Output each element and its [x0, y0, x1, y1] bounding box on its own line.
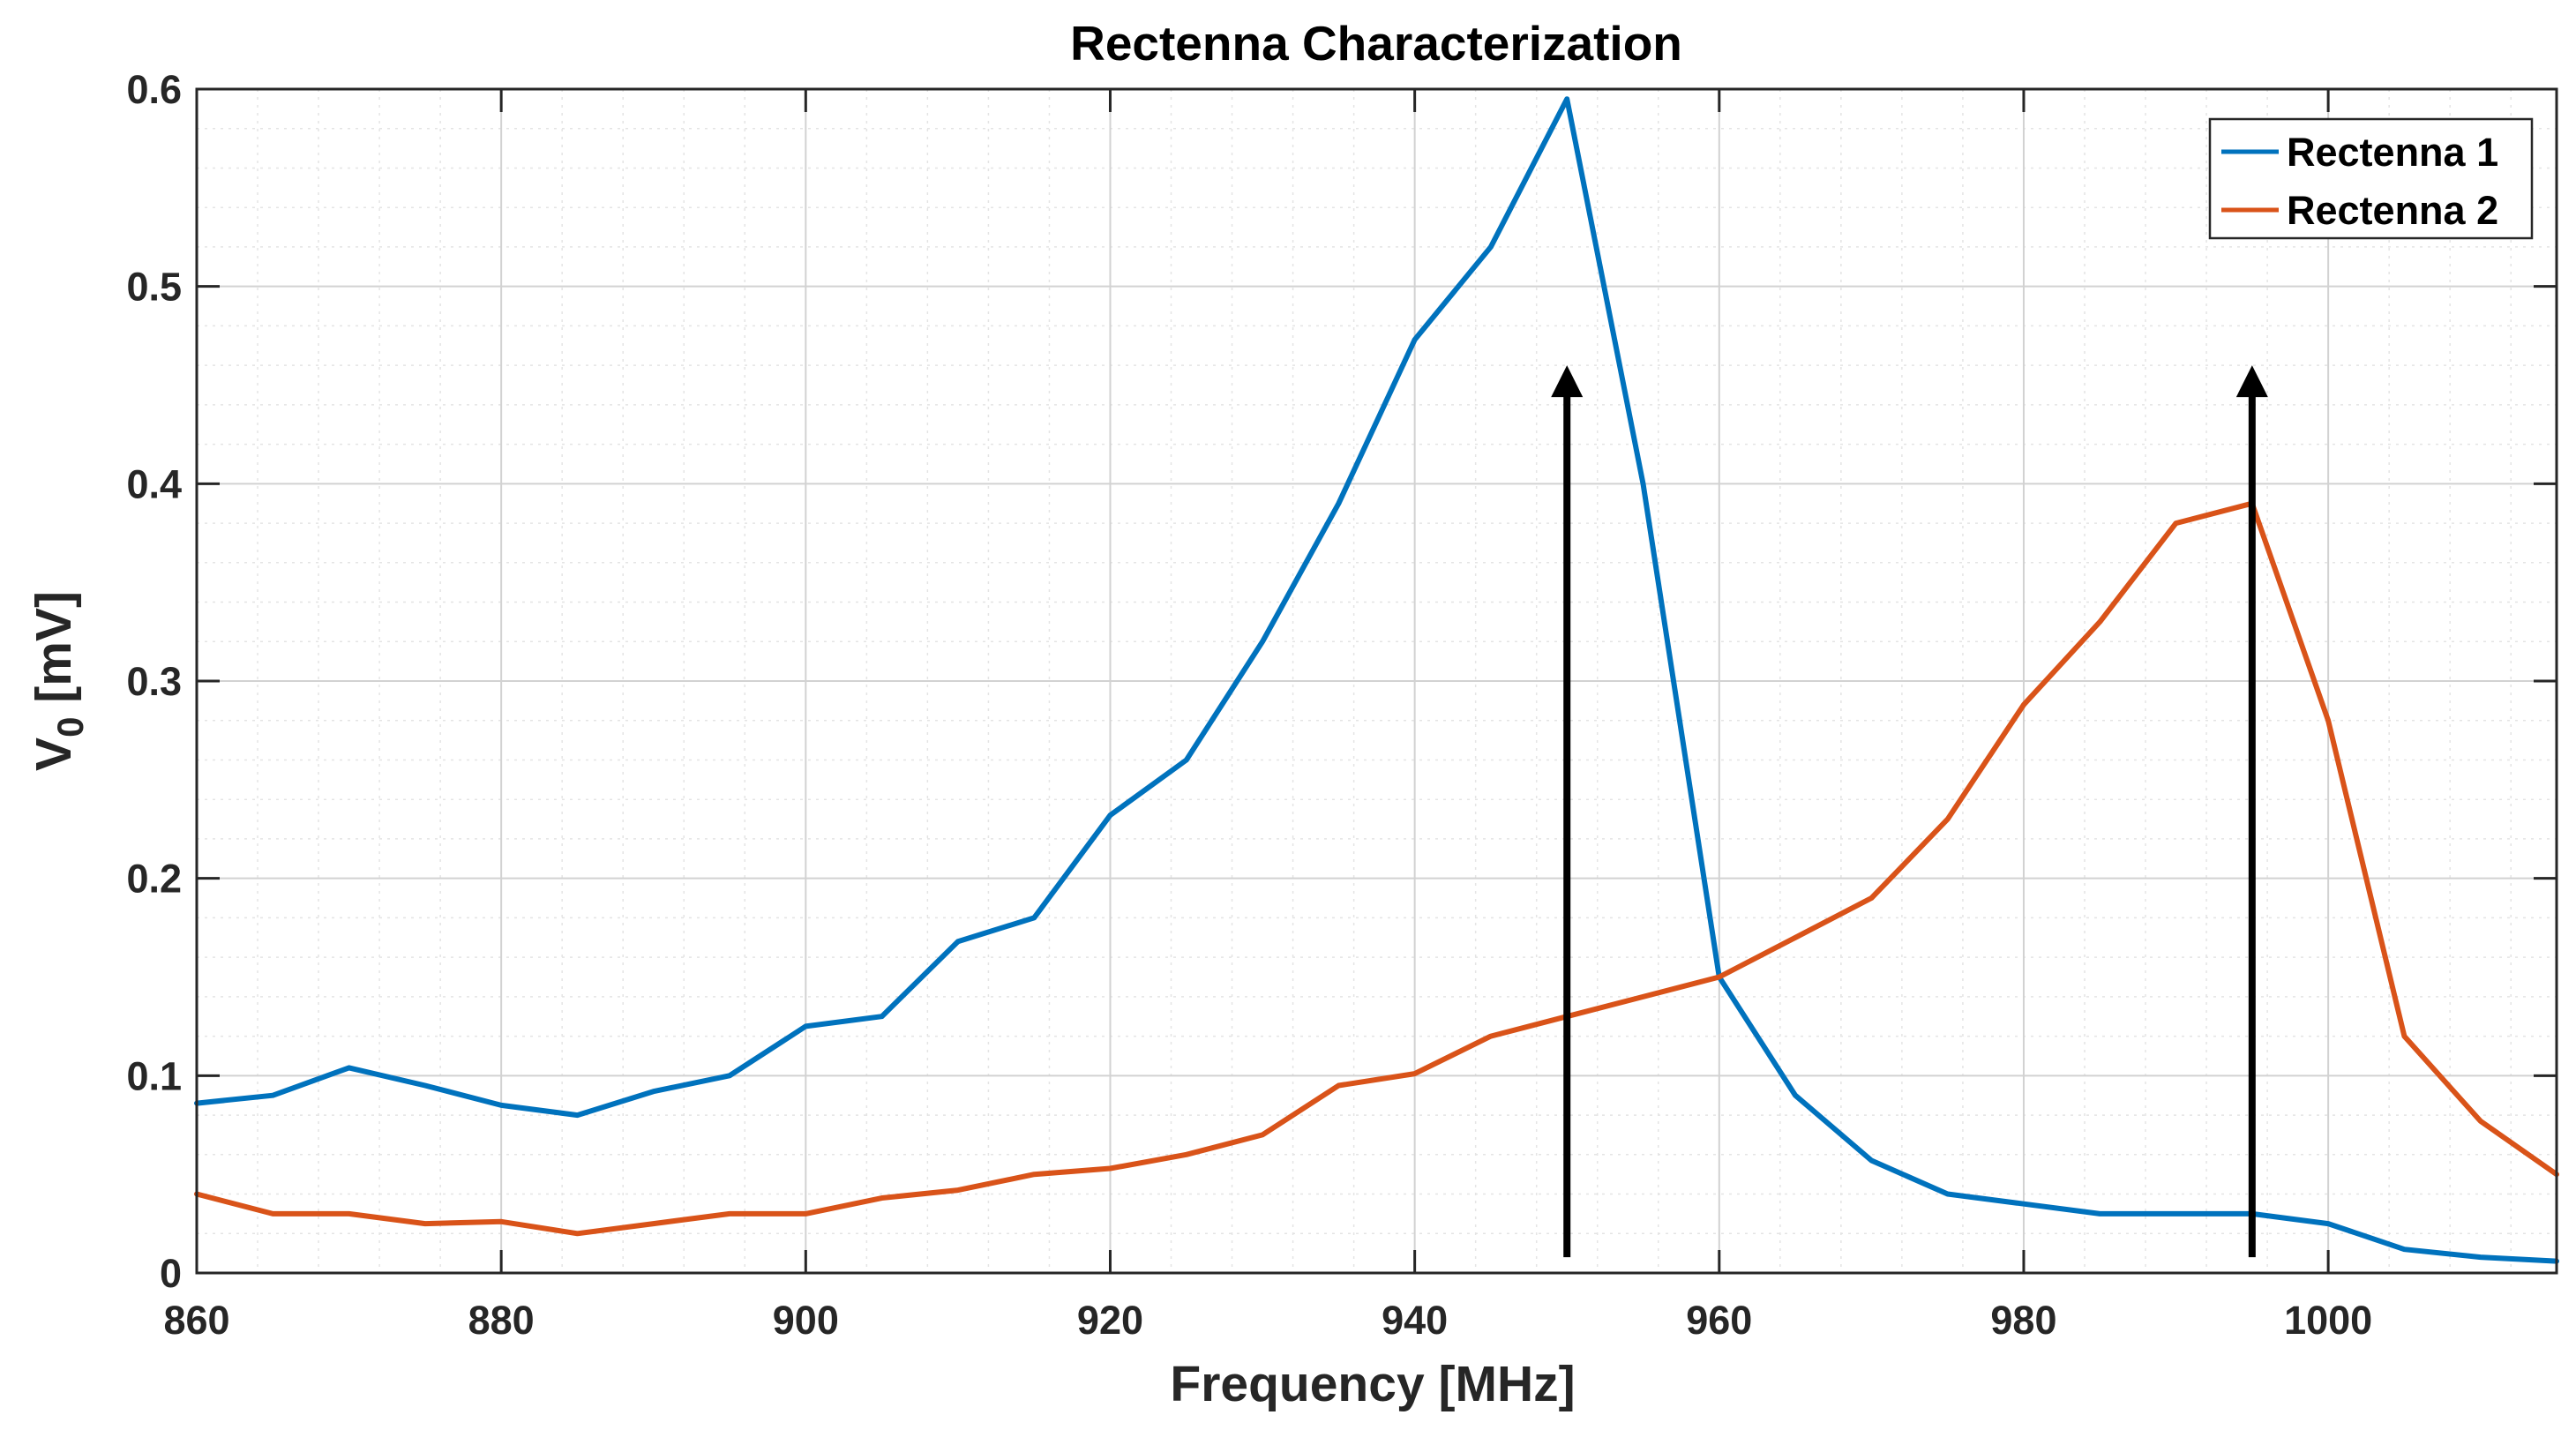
chart-title: Rectenna Characterization: [1070, 16, 1682, 71]
axis-ticks: [195, 87, 2557, 1275]
x-tick-label: 900: [773, 1298, 839, 1343]
y-tick-labels: 0 0.1 0.2 0.3 0.4 0.5 0.6: [126, 67, 182, 1296]
y-tick-label: 0: [160, 1251, 182, 1296]
y-tick-label: 0.3: [126, 659, 182, 704]
y-axis-label-subscript: 0: [49, 717, 91, 737]
y-axis-label-main: V: [26, 737, 82, 771]
annotation-layer: [1551, 365, 2268, 1258]
x-axis-label: Frequency [MHz]: [1170, 1356, 1575, 1412]
legend-label-rectenna-2: Rectenna 2: [2287, 188, 2498, 233]
y-tick-label: 0.1: [126, 1053, 182, 1098]
y-tick-label: 0.2: [126, 857, 182, 902]
x-tick-label: 1000: [2284, 1298, 2372, 1343]
annotation-arrow-head: [2235, 365, 2268, 398]
y-tick-label: 0.6: [126, 67, 182, 112]
legend-label-rectenna-1: Rectenna 1: [2287, 130, 2498, 175]
x-tick-label: 940: [1382, 1298, 1448, 1343]
x-tick-label: 880: [468, 1298, 535, 1343]
y-tick-label: 0.5: [126, 265, 182, 310]
annotation-arrow-head: [1551, 365, 1584, 398]
x-tick-label: 960: [1686, 1298, 1752, 1343]
y-axis-label-suffix: [mV]: [26, 591, 82, 717]
legend: Rectenna 1 Rectenna 2: [2208, 117, 2534, 240]
series-line-rectenna-2: [194, 500, 2559, 1237]
x-tick-labels: 860 880 900 920 940 960 980 1000: [163, 1298, 2372, 1343]
x-tick-label: 920: [1077, 1298, 1143, 1343]
y-tick-label: 0.4: [126, 461, 182, 506]
legend-box: [2208, 117, 2534, 240]
y-axis-label: V0 [mV]: [26, 591, 91, 771]
series-layer: [194, 96, 2559, 1264]
x-tick-label: 980: [1990, 1298, 2056, 1343]
x-tick-label: 860: [163, 1298, 229, 1343]
series-line-rectenna-1: [194, 96, 2559, 1264]
